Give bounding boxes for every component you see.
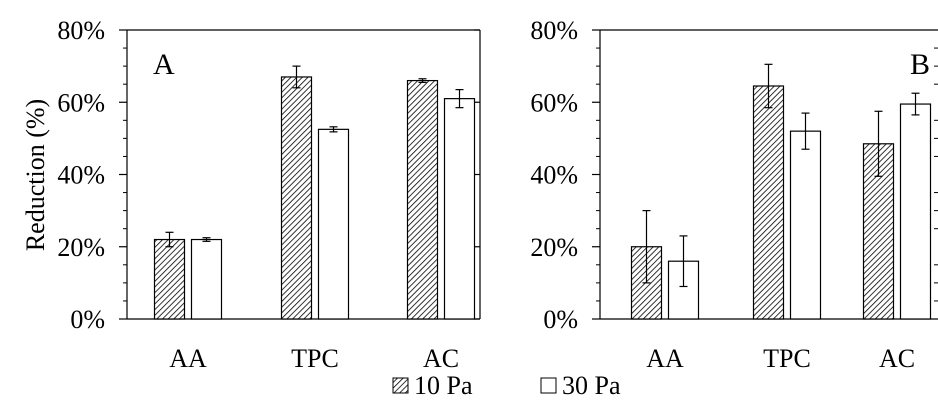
y-tick-label: 80% [57, 16, 105, 45]
x-tick-label: AC [423, 344, 459, 373]
panel-label: A [153, 48, 175, 81]
bar-tpc-30pa [789, 130, 822, 320]
bar-ac-30pa [443, 98, 476, 320]
panel-label: B [910, 48, 930, 81]
legend-label-30pa: 30 Pa [562, 371, 621, 400]
y-tick-label: 60% [57, 88, 105, 117]
bar-aa-10pa [153, 238, 186, 320]
y-tick-label: 40% [57, 161, 105, 190]
legend: 10 Pa 30 Pa [392, 371, 621, 400]
y-tick-label: 20% [530, 233, 578, 262]
y-tick-label: 80% [530, 16, 578, 45]
legend-swatch-30pa [540, 377, 557, 394]
y-tick-label: 20% [57, 233, 105, 262]
legend-swatch-10pa [392, 377, 409, 394]
bar-tpc-10pa [280, 76, 313, 320]
bar-ac-30pa [899, 103, 932, 320]
bar-aa-30pa [190, 238, 223, 320]
y-tick-label: 60% [530, 88, 578, 117]
x-tick-label: TPC [763, 344, 811, 373]
bar-tpc-30pa [317, 128, 350, 320]
x-tick-label: AA [169, 344, 207, 373]
y-tick-label: 40% [530, 161, 578, 190]
panel-a: 0% 20% 40% 60% 80% AA TPC AC A [57, 16, 481, 373]
y-axis-label: Reduction (%) [21, 99, 50, 251]
legend-label-10pa: 10 Pa [414, 371, 473, 400]
y-tick-label: 0% [70, 305, 105, 334]
bar-ac-10pa [406, 79, 439, 320]
y-tick-label: 0% [543, 305, 578, 334]
x-tick-label: TPC [291, 344, 339, 373]
panel-b: 0% 20% 40% 60% 80% AA TPC AC B [530, 16, 938, 373]
x-tick-label: AC [879, 344, 915, 373]
x-tick-label: AA [646, 344, 684, 373]
bar-tpc-10pa [752, 85, 785, 320]
